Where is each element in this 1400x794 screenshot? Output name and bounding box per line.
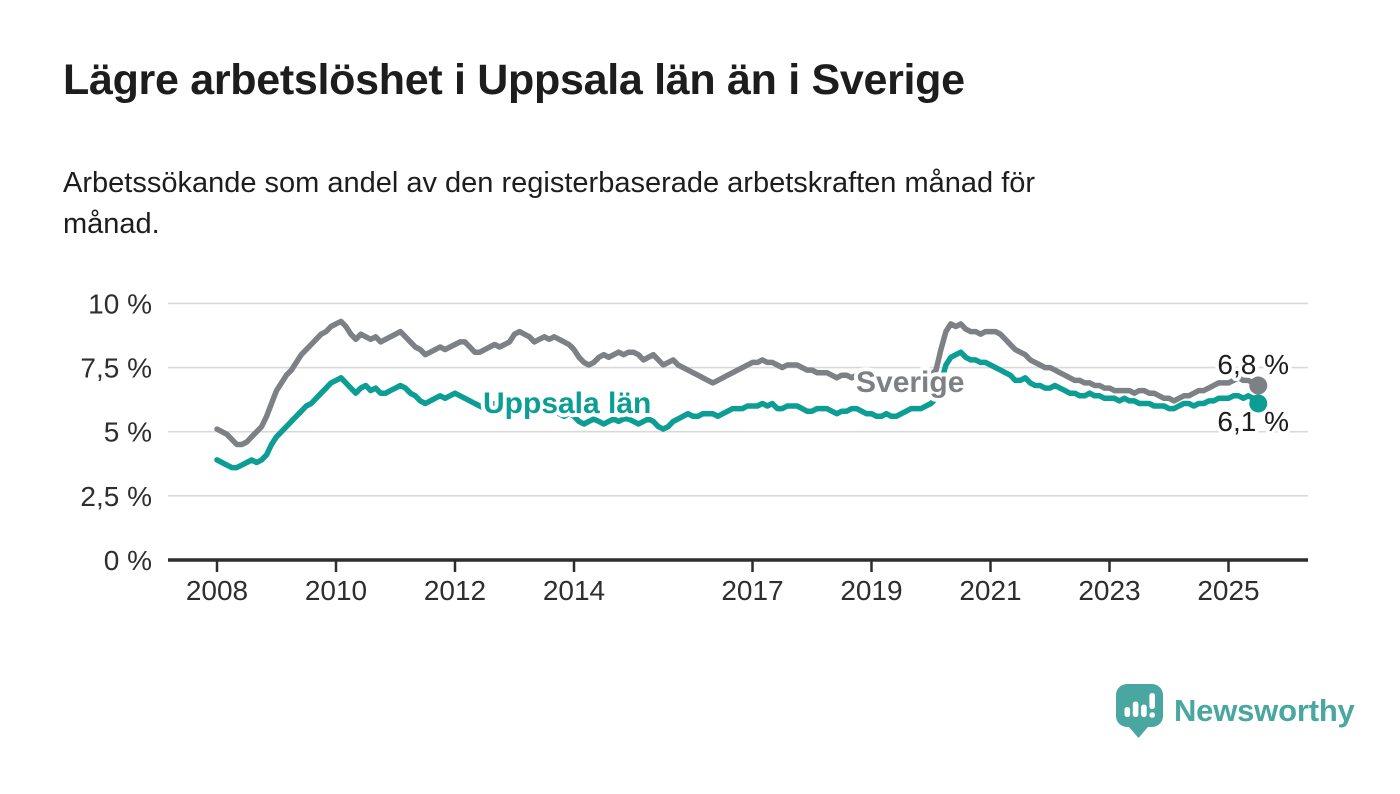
- series-label-sverige: Sverige: [856, 366, 964, 399]
- y-tick-label: 5 %: [104, 417, 152, 448]
- newsworthy-logo-text: Newsworthy: [1174, 693, 1355, 728]
- x-tick-label: 2021: [959, 575, 1021, 606]
- end-value-label-sverige: 6,8 %: [1217, 349, 1289, 380]
- y-tick-label: 0 %: [104, 545, 152, 576]
- series-label-uppsala-lan: Uppsala län: [483, 387, 651, 420]
- x-tick-label: 2017: [721, 575, 783, 606]
- end-value-label-uppsala-lan: 6,1 %: [1217, 406, 1289, 437]
- newsworthy-logo-icon: [1116, 684, 1163, 738]
- chart-subtitle-line-1: Arbetssökande som andel av den registerb…: [63, 167, 1036, 199]
- x-tick-label: 2019: [840, 575, 902, 606]
- x-tick-label: 2023: [1078, 575, 1140, 606]
- y-tick-label: 10 %: [88, 288, 152, 319]
- series-line-uppsala-lan: [214, 349, 1262, 471]
- x-tick-label: 2008: [186, 575, 248, 606]
- x-tick-label: 2010: [305, 575, 367, 606]
- x-tick-label: 2025: [1197, 575, 1259, 606]
- end-dot-sverige: [1249, 376, 1268, 395]
- y-tick-label: 7,5 %: [80, 353, 152, 384]
- newsworthy-logo: Newsworthy: [1116, 684, 1355, 738]
- end-dot-uppsala-lan: [1249, 394, 1268, 413]
- x-tick-label: 2014: [543, 575, 605, 606]
- chart-subtitle-line-2: månad.: [63, 208, 160, 240]
- chart-subtitle: Arbetssökande som andel av den registerb…: [63, 163, 1035, 245]
- page-title: Lägre arbetslöshet i Uppsala län än i Sv…: [63, 56, 965, 104]
- x-tick-label: 2012: [424, 575, 486, 606]
- series-line-sverige: [214, 318, 1262, 448]
- y-tick-label: 2,5 %: [80, 481, 152, 512]
